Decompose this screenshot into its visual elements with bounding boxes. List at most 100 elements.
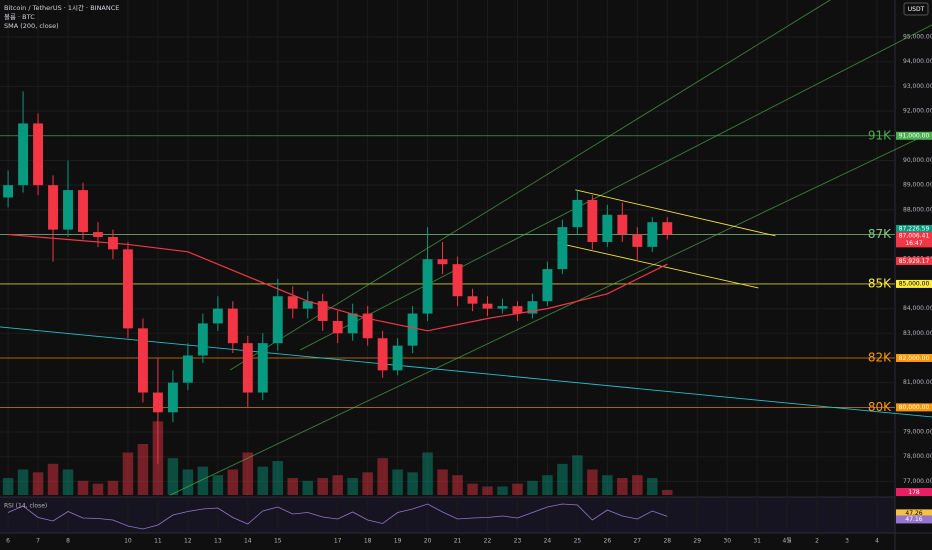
y-tick-label: 92,000.00 [903,108,932,115]
x-tick-label: 27 [633,538,641,545]
candle-body [182,355,193,383]
candle-body [227,308,238,344]
volume-bar [122,452,134,495]
volume-bar [32,472,44,495]
candle-body [377,338,388,371]
candle-body [527,301,538,314]
x-tick-label: 29 [693,538,701,545]
volume-bar [572,455,583,495]
candle-body [497,306,508,309]
candle-body [63,190,73,230]
level-tag-bg [896,279,932,288]
candle-body [632,234,643,247]
candle-body [602,214,613,242]
volume-bar [632,475,643,495]
volume-tag-bg [896,488,932,496]
level-label: 91K [868,128,892,142]
x-tick-label: 30 [723,538,731,545]
candle-body [33,123,43,186]
sma-label: SMA (200, close) [4,22,59,30]
trend-line [0,326,932,418]
y-tick-label: 84,000.00 [903,305,932,312]
candle-body [152,392,163,413]
volume-bar [197,466,209,495]
candle-body [137,328,148,393]
y-tick-label: 81,000.00 [903,379,932,386]
volume-bar [287,478,298,495]
volume-tag: 178 [908,489,920,496]
x-tick-label: 21 [454,538,462,545]
candle-body [392,345,403,371]
candle-body [557,227,568,270]
x-tick-label: 11 [154,538,162,545]
volume-bar [77,480,89,495]
x-tick-label: 13 [214,538,222,545]
candle-body [482,303,493,309]
y-tick-label: 93,000.00 [903,83,932,90]
rsi-line [7,503,668,530]
x-tick-label: 15 [274,538,282,545]
candle-body [662,222,673,235]
candle-body [542,269,553,302]
x-tick-label: 18 [364,538,372,545]
volume-bar [527,480,538,495]
candle-body [302,301,313,309]
candle-body [257,343,268,393]
volume-bar [617,478,628,495]
x-tick-label: 28 [663,538,671,545]
trend-line [575,189,776,237]
candle-body [48,185,58,230]
sma-line [8,233,668,332]
volume-bar [602,475,613,495]
y-tick-label: 79,000.00 [903,429,932,436]
candle-body [93,232,103,238]
candle-body [437,259,448,265]
candle-body [647,222,658,247]
volume-bar [242,452,254,495]
volume-bar [587,469,598,495]
candle-body [242,343,253,393]
rsi-label: RSI (14, close) [4,503,47,510]
level-tag: 82,000.00 [899,355,930,362]
currency-box[interactable] [903,2,929,16]
y-tick-label: 94,000.00 [903,58,932,65]
volume-bar [437,469,448,495]
candle-body [422,259,433,314]
volume-label: 볼륨 · BTC [4,12,35,21]
y-tick-label: 89,000.00 [903,182,932,189]
candle-body [332,320,343,334]
currency[interactable]: USDT [908,6,925,13]
x-tick-label: 8 [66,538,70,545]
x-tick-label: 20 [424,538,432,545]
countdown-tag: 16:47 [905,240,922,247]
candle-body [512,306,523,314]
volume-bar [212,475,224,495]
volume-bar [467,483,478,495]
volume-bar [407,472,418,495]
level-tag-bg [896,353,932,362]
level-tag: 80,000.00 [899,404,930,411]
x-tick-label: 6 [6,538,10,545]
candle-body [272,296,283,344]
price-tag: 85,929.17 [899,258,930,265]
candle-body [78,190,88,233]
volume-bar [542,475,553,495]
trend-line [169,131,932,496]
volume-bar [422,452,433,495]
x-tick-label: 2 [815,538,819,545]
y-tick-label: 88,000.00 [903,206,932,213]
level-label: 82K [868,350,892,364]
labels: Bitcoin / TetherUS · 1시간 · BINANCE 볼륨 · … [4,2,932,545]
x-tick-label: 4월 [782,537,791,545]
candle-body [572,199,583,228]
volume-bar [512,483,523,495]
x-tick-label: 12 [184,538,192,545]
volume-bar [182,469,194,495]
volume-bar [332,475,343,495]
x-tick-label: 7 [36,538,40,545]
volume-bar [377,458,388,495]
volume-bar [107,480,119,495]
candle-body [587,199,598,242]
y-tick-label: 77,000.00 [903,478,932,485]
volume-bar [167,458,179,495]
